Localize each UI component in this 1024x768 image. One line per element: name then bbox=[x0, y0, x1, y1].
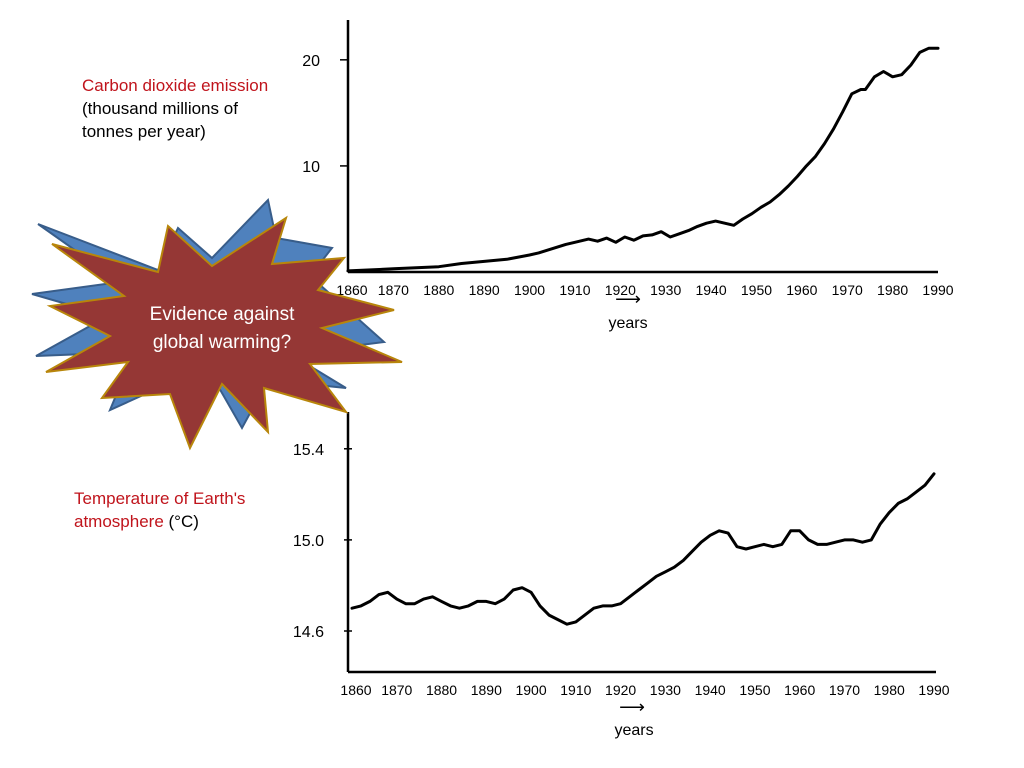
y-tick-label: 15.4 bbox=[293, 442, 324, 459]
y-tick-label: 15.0 bbox=[293, 533, 324, 550]
x-tick-label: 1950 bbox=[741, 282, 772, 298]
x-tick-label: 1870 bbox=[378, 282, 409, 298]
x-tick-label: 1920 bbox=[605, 282, 636, 298]
x-tick-label: 1990 bbox=[918, 682, 949, 698]
temperature-chart: 14.6 15.0 15.4 1860 1870 1880 1890 1900 1910 192… bbox=[293, 412, 950, 739]
co2-label-unit-line2: tonnes per year) bbox=[82, 122, 206, 141]
co2-label-title: Carbon dioxide emission bbox=[82, 76, 269, 95]
x-tick-label: 1890 bbox=[471, 682, 502, 698]
x-tick-label: 1860 bbox=[336, 282, 367, 298]
co2-xlabel: years bbox=[608, 315, 647, 332]
co2-x-ticks: 1860 1870 1880 1890 1900 1910 1920 1930 1940 1950… bbox=[336, 282, 953, 298]
x-tick-label: 1900 bbox=[515, 682, 546, 698]
x-tick-label: 1910 bbox=[559, 282, 590, 298]
x-tick-label: 1940 bbox=[695, 682, 726, 698]
co2-xlabel-arrow: ⟶ bbox=[615, 289, 641, 309]
x-tick-label: 1940 bbox=[695, 282, 726, 298]
x-tick-label: 1960 bbox=[784, 682, 815, 698]
burst-front-shape bbox=[45, 215, 403, 451]
callout-text-line1: Evidence against bbox=[150, 304, 295, 325]
x-tick-label: 1900 bbox=[514, 282, 545, 298]
x-tick-label: 1970 bbox=[832, 282, 863, 298]
co2-y-ticks: 10 20 bbox=[302, 53, 348, 176]
x-tick-label: 1980 bbox=[874, 682, 905, 698]
temp-x-ticks: 1860 1870 1880 1890 1900 1910 1920 1930 1940 1950… bbox=[340, 682, 949, 698]
x-tick-label: 1910 bbox=[560, 682, 591, 698]
temp-axis-label: Temperature of Earth's atmosphere (°C) bbox=[74, 487, 245, 533]
x-tick-label: 1880 bbox=[426, 682, 457, 698]
explosion-callout: Evidence against global warming? bbox=[31, 197, 403, 451]
temp-label-unit: (°C) bbox=[168, 512, 199, 531]
x-tick-label: 1970 bbox=[829, 682, 860, 698]
co2-axis-label: Carbon dioxide emission (thousand millio… bbox=[82, 74, 268, 143]
x-tick-label: 1870 bbox=[381, 682, 412, 698]
y-tick-label: 20 bbox=[302, 53, 320, 70]
temp-xlabel: years bbox=[614, 722, 653, 739]
x-tick-label: 1920 bbox=[605, 682, 636, 698]
x-tick-label: 1950 bbox=[739, 682, 770, 698]
co2-chart: 10 20 1860 1870 1880 1890 1900 1910 1920 1930 194… bbox=[302, 20, 954, 332]
x-tick-label: 1930 bbox=[650, 682, 681, 698]
y-tick-label: 14.6 bbox=[293, 624, 324, 641]
co2-series-line bbox=[346, 46, 940, 273]
callout-text-line2: global warming? bbox=[153, 332, 291, 353]
x-tick-label: 1980 bbox=[877, 282, 908, 298]
x-tick-label: 1880 bbox=[423, 282, 454, 298]
temp-series-line bbox=[350, 472, 936, 626]
temp-label-title: Temperature of Earth's bbox=[74, 489, 246, 508]
temp-label-title-2: atmosphere bbox=[74, 512, 164, 531]
x-tick-label: 1960 bbox=[786, 282, 817, 298]
co2-label-unit-line1: (thousand millions of bbox=[82, 99, 238, 118]
x-tick-label: 1860 bbox=[340, 682, 371, 698]
temp-xlabel-arrow: ⟶ bbox=[619, 697, 645, 717]
temp-y-ticks: 14.6 15.0 15.4 bbox=[293, 442, 352, 641]
x-tick-label: 1990 bbox=[922, 282, 953, 298]
x-tick-label: 1890 bbox=[469, 282, 500, 298]
y-tick-label: 10 bbox=[302, 159, 320, 176]
x-tick-label: 1930 bbox=[650, 282, 681, 298]
